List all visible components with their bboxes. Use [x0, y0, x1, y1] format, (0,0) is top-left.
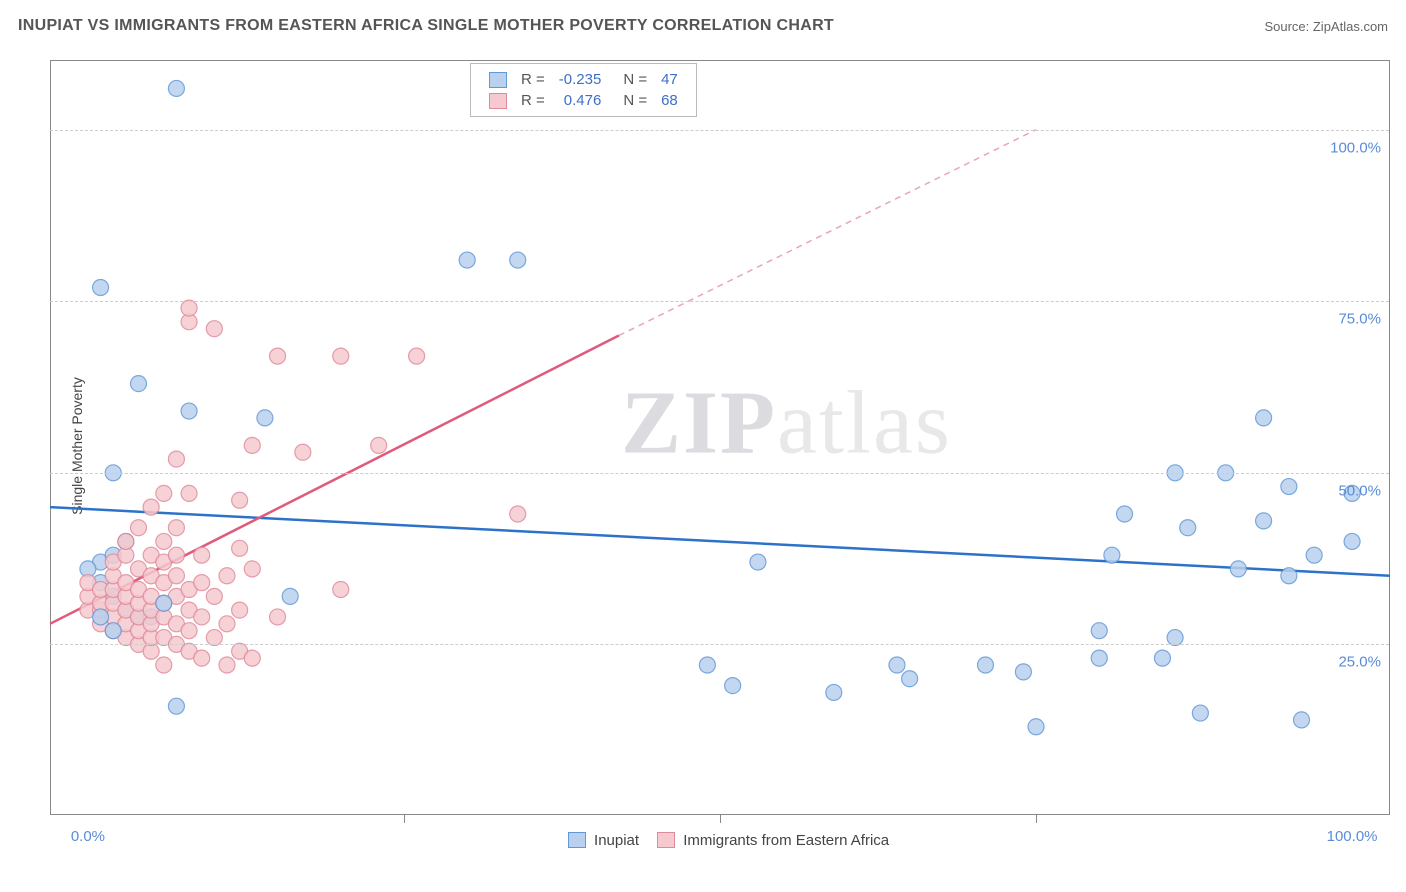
- data-point: [168, 451, 184, 467]
- data-point: [93, 609, 109, 625]
- data-point: [1281, 479, 1297, 495]
- data-point: [118, 533, 134, 549]
- data-point: [1256, 410, 1272, 426]
- legend-swatch: [568, 832, 586, 848]
- data-point: [1091, 650, 1107, 666]
- data-point: [130, 520, 146, 536]
- data-point: [130, 376, 146, 392]
- data-point: [219, 657, 235, 673]
- data-point: [1306, 547, 1322, 563]
- data-point: [333, 582, 349, 598]
- data-point: [143, 499, 159, 515]
- data-point: [725, 678, 741, 694]
- data-point: [750, 554, 766, 570]
- chart-svg: [50, 61, 1389, 815]
- data-point: [181, 403, 197, 419]
- data-point: [1294, 712, 1310, 728]
- data-point: [232, 602, 248, 618]
- y-tick-label: 25.0%: [1338, 654, 1381, 671]
- data-point: [270, 609, 286, 625]
- data-point: [232, 492, 248, 508]
- source-label: Source: ZipAtlas.com: [1264, 19, 1388, 34]
- data-point: [1028, 719, 1044, 735]
- legend-label: Inupiat: [590, 832, 639, 849]
- data-point: [1192, 705, 1208, 721]
- data-point: [232, 540, 248, 556]
- data-point: [1167, 630, 1183, 646]
- data-point: [333, 348, 349, 364]
- data-point: [257, 410, 273, 426]
- data-point: [219, 616, 235, 632]
- legend-label: Immigrants from Eastern Africa: [679, 832, 889, 849]
- data-point: [105, 623, 121, 639]
- y-tick-label: 75.0%: [1338, 311, 1381, 328]
- data-point: [156, 657, 172, 673]
- data-point: [168, 520, 184, 536]
- data-point: [1117, 506, 1133, 522]
- data-point: [1230, 561, 1246, 577]
- data-point: [244, 561, 260, 577]
- data-point: [1256, 513, 1272, 529]
- data-point: [206, 588, 222, 604]
- data-point: [168, 80, 184, 96]
- data-point: [194, 650, 210, 666]
- data-point: [459, 252, 475, 268]
- data-point: [168, 698, 184, 714]
- data-point: [168, 547, 184, 563]
- data-point: [1104, 547, 1120, 563]
- data-point: [977, 657, 993, 673]
- data-point: [181, 300, 197, 316]
- chart-title: INUPIAT VS IMMIGRANTS FROM EASTERN AFRIC…: [18, 17, 834, 35]
- data-point: [194, 609, 210, 625]
- legend-series: Inupiat Immigrants from Eastern Africa: [50, 832, 1389, 849]
- data-point: [156, 533, 172, 549]
- data-point: [1180, 520, 1196, 536]
- data-point: [194, 547, 210, 563]
- data-point: [206, 630, 222, 646]
- data-point: [826, 684, 842, 700]
- x-tick-label: 100.0%: [1327, 828, 1378, 845]
- data-point: [1281, 568, 1297, 584]
- data-point: [409, 348, 425, 364]
- data-point: [295, 444, 311, 460]
- y-tick-label: 50.0%: [1338, 482, 1381, 499]
- y-tick-label: 100.0%: [1330, 139, 1381, 156]
- data-point: [181, 623, 197, 639]
- data-point: [889, 657, 905, 673]
- data-point: [194, 575, 210, 591]
- data-point: [244, 437, 260, 453]
- data-point: [1091, 623, 1107, 639]
- legend-swatch: [657, 832, 675, 848]
- data-point: [219, 568, 235, 584]
- data-point: [93, 280, 109, 296]
- data-point: [156, 595, 172, 611]
- data-point: [244, 650, 260, 666]
- data-point: [510, 506, 526, 522]
- data-point: [168, 568, 184, 584]
- x-tick-label: 0.0%: [71, 828, 105, 845]
- data-point: [1344, 533, 1360, 549]
- data-point: [510, 252, 526, 268]
- data-point: [371, 437, 387, 453]
- data-point: [1015, 664, 1031, 680]
- data-point: [699, 657, 715, 673]
- data-point: [206, 321, 222, 337]
- data-point: [181, 485, 197, 501]
- data-point: [1154, 650, 1170, 666]
- plot-area: ZIPatlas R =-0.235N =47R =0.476N =68 Inu…: [50, 60, 1390, 815]
- data-point: [902, 671, 918, 687]
- data-point: [270, 348, 286, 364]
- data-point: [156, 485, 172, 501]
- data-point: [282, 588, 298, 604]
